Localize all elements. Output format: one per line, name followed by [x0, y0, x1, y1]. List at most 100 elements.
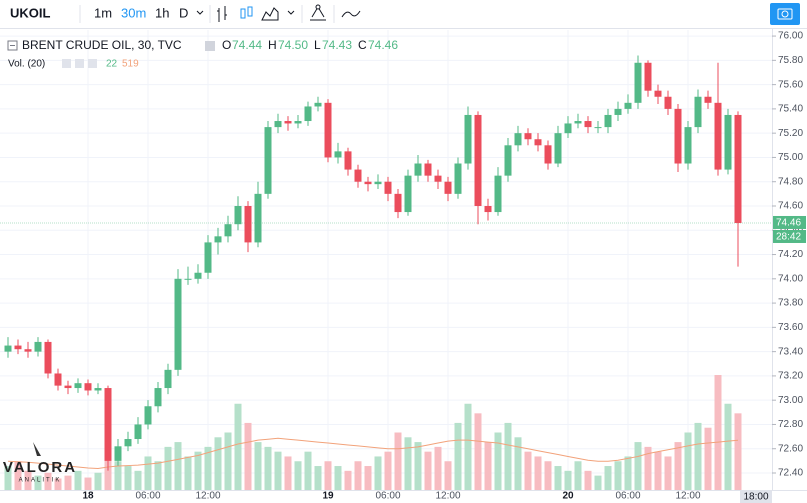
- ohlc-label: H: [268, 38, 277, 52]
- volume-bar: [514, 437, 522, 490]
- volume-bar: [44, 472, 52, 490]
- interval-button[interactable]: 1h: [155, 5, 169, 20]
- volume-bar: [134, 470, 142, 490]
- volume-bar: [474, 413, 482, 490]
- symbol[interactable]: UKOIL: [10, 5, 51, 20]
- interval-dropdown[interactable]: [196, 10, 204, 15]
- volume-bar: [14, 461, 22, 490]
- volume-bar: [184, 456, 192, 490]
- candle-body: [294, 121, 302, 124]
- x-tick-label: 06:00: [375, 491, 400, 502]
- interval-button[interactable]: 1m: [94, 5, 112, 20]
- interval-button[interactable]: 30m: [121, 5, 146, 20]
- volume-bar: [164, 446, 172, 490]
- candle-body: [214, 236, 222, 243]
- volume-bar: [124, 466, 132, 490]
- candle-body: [24, 349, 32, 352]
- candle-body: [644, 62, 652, 91]
- volume-bar: [584, 470, 592, 490]
- x-tick-label: 12:00: [435, 491, 460, 502]
- watermark-subtext: ANALITIK: [19, 478, 62, 484]
- volume-bar: [404, 437, 412, 490]
- crosshair-time-label: 18:00: [743, 492, 768, 503]
- candle-body: [314, 102, 322, 107]
- candle-body: [444, 181, 452, 194]
- candle-body: [364, 181, 372, 185]
- volume-bar: [574, 461, 582, 490]
- volume-bar: [24, 470, 32, 490]
- y-tick-label: 72.40: [778, 468, 803, 479]
- candle-body: [664, 96, 672, 109]
- candle-body: [424, 163, 432, 176]
- candle-body: [204, 242, 212, 273]
- volume-bar: [384, 451, 392, 490]
- volume-bar: [344, 470, 352, 490]
- candle-body: [704, 96, 712, 103]
- candle-body: [474, 114, 482, 206]
- y-tick-label: 73.00: [778, 395, 803, 406]
- close-icon[interactable]: [88, 59, 97, 68]
- ohlc-value: 74.43: [322, 38, 352, 52]
- x-tick-label: 19: [322, 491, 334, 502]
- volume-bar: [364, 466, 372, 490]
- volume-bar: [454, 422, 462, 490]
- volume-bar: [324, 461, 332, 490]
- candle-body: [734, 114, 742, 223]
- volume-ma-line: [7, 437, 739, 469]
- candle-body: [244, 205, 252, 243]
- volume-bar: [274, 451, 282, 490]
- candle-body: [454, 163, 462, 194]
- candle-body: [344, 151, 352, 170]
- settings-icon[interactable]: [75, 59, 84, 68]
- ohlc-label: L: [314, 38, 321, 52]
- volume-bar: [654, 451, 662, 490]
- snapshot-button[interactable]: [770, 3, 800, 25]
- candle-body: [64, 385, 72, 389]
- volume-bar: [84, 477, 92, 490]
- candle-body: [494, 175, 502, 213]
- volume-bar: [54, 478, 62, 490]
- volume-title: Vol. (20): [8, 59, 45, 70]
- y-tick-label: 73.40: [778, 346, 803, 357]
- candle-body: [464, 114, 472, 164]
- candle-body: [304, 106, 312, 122]
- y-tick-label: 75.60: [778, 79, 803, 90]
- volume-bar: [424, 451, 432, 490]
- volume-bar: [74, 470, 82, 490]
- style-dropdown[interactable]: [287, 10, 295, 15]
- y-tick-label: 72.80: [778, 419, 803, 430]
- candle-body: [284, 121, 292, 124]
- indicators-icon[interactable]: [315, 4, 321, 10]
- volume-bar: [714, 375, 722, 490]
- volume-value: 22: [106, 59, 118, 70]
- volume-bar: [414, 442, 422, 490]
- bars-icon[interactable]: [217, 6, 227, 22]
- collapse-icon[interactable]: [7, 40, 18, 51]
- candle-body: [44, 341, 52, 374]
- candles-icon[interactable]: [240, 8, 246, 19]
- volume-bar: [34, 475, 42, 490]
- volume-bar: [724, 403, 732, 490]
- volume-bar: [644, 446, 652, 490]
- volume-bar: [734, 413, 742, 490]
- candle-body: [604, 114, 612, 128]
- volume-bar: [504, 422, 512, 490]
- area-icon[interactable]: [261, 7, 279, 21]
- candle-body: [594, 127, 602, 129]
- candle-body: [84, 383, 92, 391]
- candle-body: [54, 373, 62, 386]
- last-price-box: [773, 215, 806, 229]
- eye-icon[interactable]: [62, 59, 71, 68]
- x-tick-label: 12:00: [195, 491, 220, 502]
- candles-icon[interactable]: [247, 6, 253, 17]
- x-tick-label: 20: [562, 491, 574, 502]
- candle-body: [114, 446, 122, 461]
- watermark: VALORA ANALITIK: [3, 442, 75, 484]
- axes: 72.40 72.60 72.80 73.00 73.20 73.40 73.60 73.80…: [82, 31, 806, 503]
- ohlc-value: 74.44: [232, 38, 262, 52]
- interval-button[interactable]: D: [179, 5, 188, 20]
- settings-icon[interactable]: [205, 41, 215, 51]
- volume-bar: [104, 451, 112, 490]
- y-tick-label: 73.60: [778, 322, 803, 333]
- compare-icon[interactable]: [341, 10, 361, 18]
